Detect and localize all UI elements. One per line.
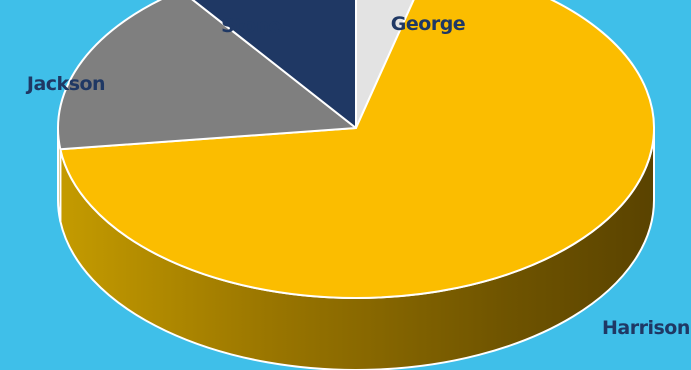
pie-label-layer: George Harrison Jackson Stone (25, 13, 690, 339)
pie-top-layer (57, 0, 655, 299)
slice-label-harrison: Harrison (602, 317, 690, 339)
pie-slice-jackson (57, 0, 357, 151)
pie-slice-harrison (59, 0, 655, 299)
pie-slice-stone (191, 0, 357, 129)
slice-label-george: George (391, 13, 465, 35)
slice-label-stone: Stone (221, 15, 281, 37)
pie-slice-george (355, 0, 415, 129)
slice-label-jackson: Jackson (25, 73, 105, 95)
